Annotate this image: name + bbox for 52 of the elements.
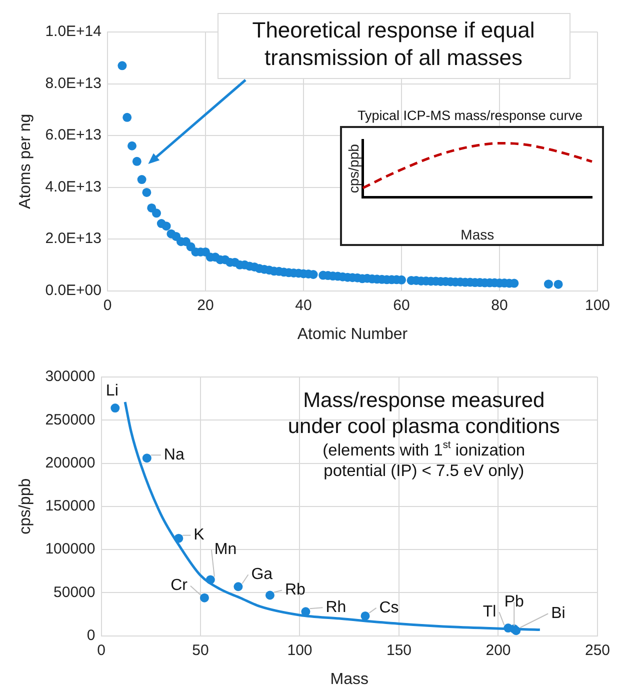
y-axis-title: cps/ppb (345, 144, 362, 194)
point (360, 611, 370, 620)
y-tick-label: 0 (86, 626, 96, 644)
annotation: Bi (551, 605, 566, 622)
annotation: Tl (482, 603, 496, 620)
annotation: Rb (284, 582, 306, 599)
y-tick-label: 50000 (54, 584, 96, 601)
annotation: Ga (251, 566, 273, 584)
point (206, 575, 215, 584)
x-tick-label: 40 (295, 296, 312, 314)
x-tick-label: 100 (584, 296, 610, 314)
x-tick-label: 250 (584, 642, 610, 659)
y-tick-label: 2.0E+13 (45, 230, 102, 248)
annotation: Pb (504, 593, 524, 610)
x-tick-label: 60 (393, 296, 410, 314)
annotation: Mass/response measured under cool plasma conditions (288, 388, 560, 438)
y-tick-label: 8.0E+13 (45, 74, 102, 92)
y-tick-label: 4.0E+13 (45, 178, 102, 196)
annotation: Mn (214, 541, 237, 558)
x-axis-title: Mass (330, 670, 368, 688)
point (142, 454, 152, 463)
annotation: K (194, 526, 205, 544)
y-tick-label: 150000 (45, 498, 96, 515)
annotation: Cs (379, 599, 399, 616)
x-tick-label: 50 (192, 642, 209, 659)
x-tick-label: 80 (491, 296, 508, 314)
y-tick-label: 200000 (45, 454, 96, 472)
y-axis-title: Atoms per ng (17, 114, 34, 209)
chart-title: Typical ICP-MS mass/response curve (356, 108, 584, 123)
point (265, 590, 274, 600)
x-tick-label: 150 (386, 642, 412, 659)
y-axis-title: cps/ppb (17, 478, 34, 534)
annotation: Li (106, 382, 118, 400)
annotation: Theoretical response if equal transmission of all masses (252, 18, 535, 70)
point (110, 404, 120, 413)
x-tick-label: 200 (486, 642, 511, 659)
point (200, 593, 209, 602)
x-tick-label: 100 (287, 642, 312, 659)
y-tick-label: 1.0E+14 (45, 23, 102, 40)
annotation: Cr (170, 577, 188, 594)
x-tick-label: 20 (197, 296, 214, 314)
y-tick-label: 250000 (45, 411, 96, 428)
y-tick-label: 300000 (45, 368, 96, 386)
point (234, 582, 243, 592)
annotation: Rh (326, 599, 346, 616)
x-axis-title: Mass (460, 226, 494, 242)
annotation: Na (164, 446, 184, 464)
y-tick-label: 0.0E+00 (45, 282, 102, 299)
y-tick-label: 6.0E+13 (45, 126, 102, 144)
point (174, 534, 184, 543)
x-axis-title: Atomic Number (297, 326, 408, 343)
y-tick-label: 100000 (45, 540, 96, 558)
